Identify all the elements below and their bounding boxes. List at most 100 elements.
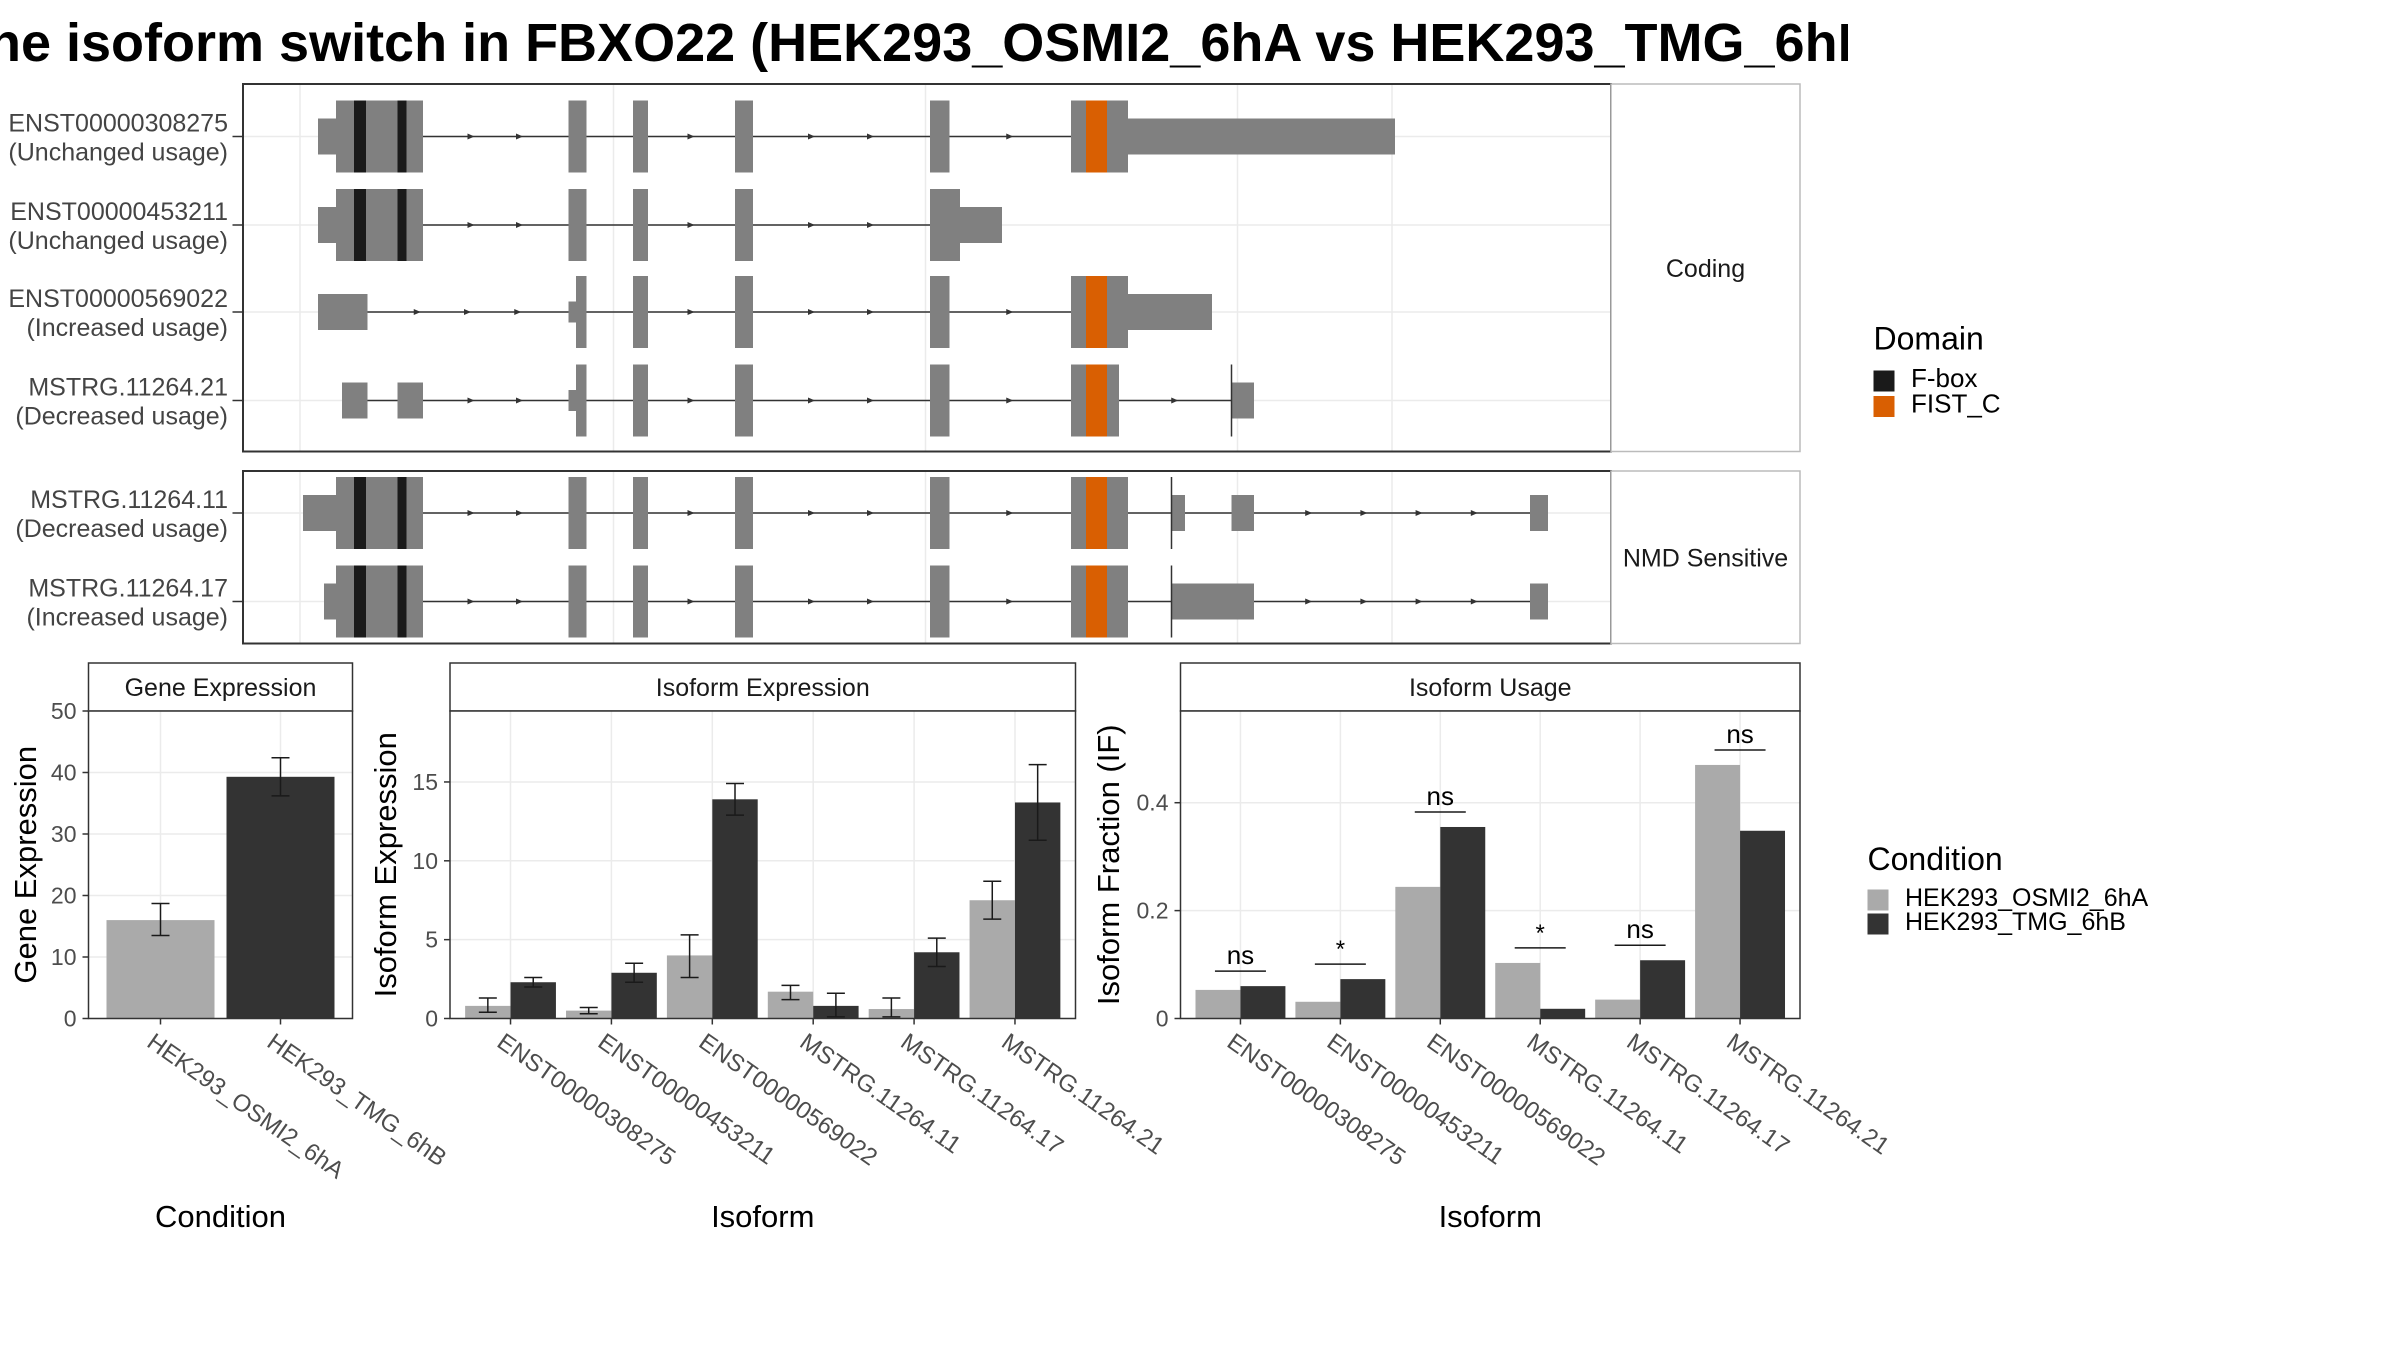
direction-arrow (687, 598, 695, 605)
significance-label: ns (1726, 719, 1753, 749)
exon (318, 207, 336, 243)
direction-arrow (687, 222, 695, 228)
direction-arrow (808, 510, 815, 516)
y-axis-title: Gene Expression (8, 746, 43, 984)
direction-arrow (1470, 510, 1478, 516)
bar (1540, 1008, 1586, 1019)
direction-arrow (687, 133, 695, 140)
direction-arrow (1360, 598, 1368, 605)
direction-arrow (808, 397, 815, 404)
exon (318, 294, 368, 330)
x-tick-label: ENST00000453211 (593, 1028, 780, 1170)
panel-border (449, 710, 1077, 1020)
transcript-usage-label: (Decreased usage) (15, 403, 228, 431)
y-tick-label: 10 (51, 944, 77, 970)
direction-arrow (467, 222, 475, 228)
f-box-domain (354, 100, 366, 173)
fist-c-domain (1086, 565, 1107, 638)
significance-label: * (1336, 936, 1345, 963)
bar (510, 982, 556, 1019)
bar (566, 1010, 612, 1019)
direction-arrow (467, 133, 475, 140)
panel-title: Isoform Expression (656, 674, 870, 702)
exon (735, 565, 753, 638)
transcript-id-label: ENST00000308275 (8, 110, 228, 138)
exon (568, 565, 587, 638)
facet-strip (1610, 470, 1801, 645)
facet-label: NMD Sensitive (1623, 544, 1788, 572)
x-tick-label: ENST00000569022 (694, 1028, 882, 1171)
exon (1171, 583, 1254, 620)
legend-swatch (1867, 889, 1889, 911)
exon (324, 583, 336, 620)
bar (1595, 999, 1641, 1019)
exon (568, 100, 587, 173)
x-tick-label: ENST00000569022 (1422, 1028, 1610, 1171)
bar (226, 776, 335, 1019)
bar (1495, 962, 1541, 1019)
panel-strip (1179, 662, 1801, 712)
direction-arrow (808, 309, 815, 315)
direction-arrow (867, 397, 874, 404)
exon (930, 364, 950, 437)
y-tick-label: 0.2 (1137, 898, 1169, 924)
direction-arrow (687, 397, 695, 404)
direction-arrow (867, 133, 874, 140)
panel-strip (449, 662, 1077, 712)
bar (969, 900, 1015, 1019)
f-box-domain (397, 565, 407, 638)
y-axis-title: Isoform Expression (368, 732, 403, 997)
bar (1395, 886, 1441, 1019)
direction-arrow (1415, 510, 1423, 516)
f-box-domain (354, 189, 366, 261)
exon (1128, 118, 1395, 155)
f-box-domain (397, 100, 407, 173)
y-tick-label: 40 (51, 760, 77, 786)
x-tick-label: ENST00000308275 (492, 1028, 680, 1171)
transcript-id-label: ENST00000453211 (10, 198, 228, 226)
direction-arrow (1006, 133, 1014, 140)
transcript-id-label: MSTRG.11264.11 (30, 486, 228, 514)
significance-label: ns (1227, 940, 1254, 970)
exon (568, 477, 587, 549)
exon (1530, 583, 1548, 620)
bar (1295, 1001, 1341, 1019)
legend-swatch (1873, 370, 1895, 392)
exon (735, 189, 753, 261)
exon (633, 189, 648, 261)
exon (318, 118, 336, 155)
significance-label: ns (1626, 914, 1653, 944)
exon (1128, 294, 1212, 330)
x-tick-label: MSTRG.11264.21 (997, 1028, 1169, 1160)
direction-arrow (516, 510, 523, 516)
direction-arrow (464, 309, 471, 315)
direction-arrow (516, 397, 523, 404)
x-tick-label: ENST00000453211 (1322, 1028, 1509, 1170)
x-tick-label: MSTRG.11264.17 (896, 1028, 1068, 1160)
direction-arrow (467, 510, 475, 516)
domain-legend-title: Domain (1874, 321, 1984, 357)
direction-arrow (1006, 397, 1014, 404)
direction-arrow (867, 598, 874, 605)
bar (106, 920, 215, 1019)
exon (576, 276, 587, 348)
exon (568, 189, 587, 261)
bar (1740, 830, 1786, 1019)
bar (1640, 960, 1686, 1019)
exon (735, 364, 753, 437)
direction-arrow (516, 133, 523, 140)
y-axis-title: Isoform Fraction (IF) (1091, 724, 1126, 1005)
direction-arrow (867, 222, 874, 228)
structure-panel-bg (243, 84, 1611, 452)
condition-legend-label: HEK293_OSMI2_6hA (1905, 884, 2149, 912)
exon (960, 207, 1002, 243)
exon (930, 276, 950, 348)
transcript-id-label: MSTRG.11264.21 (28, 374, 228, 402)
y-tick-label: 20 (51, 883, 77, 909)
exon (930, 189, 960, 261)
transcript-id-label: ENST00000569022 (8, 285, 228, 313)
direction-arrow (1415, 598, 1423, 605)
y-tick-label: 0 (1156, 1006, 1169, 1032)
direction-arrow (808, 222, 815, 228)
significance-label: ns (1427, 781, 1454, 811)
